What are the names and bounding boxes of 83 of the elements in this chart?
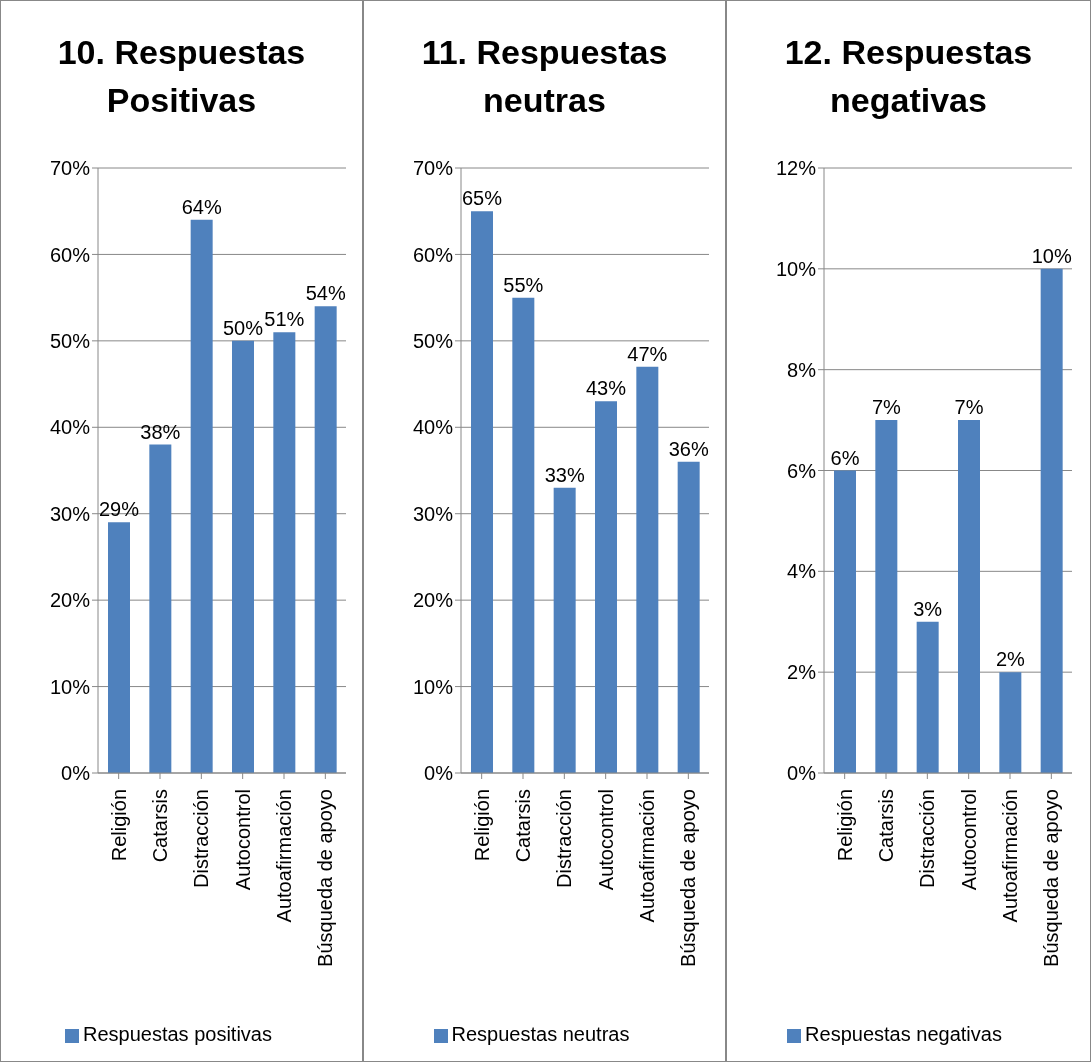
- y-tick-label: 4%: [787, 560, 817, 583]
- x-tick-label: Autocontrol: [231, 789, 254, 891]
- data-label: 36%: [668, 437, 709, 460]
- x-tick-label: Distracción: [916, 789, 939, 888]
- bar: [149, 444, 172, 773]
- bar: [999, 672, 1022, 773]
- y-tick-label: 12%: [775, 157, 817, 180]
- bar: [916, 621, 939, 773]
- data-label: 51%: [264, 308, 305, 331]
- x-tick-label: Catarsis: [875, 789, 897, 863]
- bar: [471, 211, 493, 773]
- x-tick-label: Búsqueda de apoyo: [314, 789, 337, 967]
- x-tick-label: Autoafirmación: [273, 789, 295, 923]
- data-label: 6%: [830, 446, 860, 469]
- y-tick-label: 30%: [412, 502, 454, 525]
- data-label: 7%: [954, 396, 984, 419]
- data-label: 7%: [871, 396, 901, 419]
- data-label: 65%: [461, 187, 503, 210]
- bar: [958, 420, 980, 773]
- x-tick-label: Búsqueda de apoyo: [677, 789, 700, 967]
- y-tick-label: 50%: [49, 329, 91, 352]
- bar: [108, 522, 130, 773]
- x-tick-label: Distracción: [553, 789, 576, 888]
- legend-label: Respuestas positivas: [83, 1023, 272, 1045]
- y-tick-label: 10%: [775, 257, 817, 280]
- y-tick-label: 20%: [49, 589, 91, 612]
- chart-title: 12. Respuestas negativas: [783, 32, 1034, 121]
- y-tick-label: 40%: [412, 416, 454, 439]
- data-label: 43%: [585, 377, 627, 400]
- data-label: 54%: [305, 282, 346, 305]
- x-tick-label: Búsqueda de apoyo: [1040, 789, 1063, 967]
- x-tick-label: Autocontrol: [594, 789, 617, 891]
- y-tick-label: 2%: [787, 661, 817, 684]
- bar: [512, 297, 535, 773]
- y-tick-label: 30%: [49, 502, 91, 525]
- y-tick-label: 0%: [787, 762, 817, 785]
- bar: [190, 219, 213, 773]
- x-tick-label: Autocontrol: [957, 789, 980, 891]
- y-tick-label: 60%: [49, 243, 91, 266]
- y-tick-label: 0%: [424, 762, 454, 785]
- bar: [314, 306, 337, 773]
- y-tick-label: 70%: [49, 157, 91, 180]
- y-tick-label: 6%: [787, 459, 817, 482]
- y-tick-label: 70%: [412, 157, 454, 180]
- data-label: 55%: [503, 273, 544, 296]
- data-label: 10%: [1031, 244, 1072, 267]
- data-label: 2%: [995, 648, 1025, 671]
- bar: [553, 487, 576, 773]
- bar: [232, 340, 254, 773]
- y-tick-label: 20%: [412, 589, 454, 612]
- x-tick-label: Religión: [107, 789, 130, 862]
- x-tick-label: Religión: [470, 789, 493, 862]
- bar: [595, 401, 617, 773]
- x-tick-label: Distracción: [190, 789, 213, 888]
- legend-label: Respuestas negativas: [805, 1023, 1002, 1045]
- y-tick-label: 10%: [49, 675, 91, 698]
- data-label: 33%: [544, 463, 585, 486]
- x-tick-label: Autoafirmación: [636, 789, 658, 923]
- y-tick-label: 10%: [412, 675, 454, 698]
- data-label: 38%: [140, 420, 181, 443]
- data-label: 29%: [98, 498, 140, 521]
- x-tick-label: Autoafirmación: [999, 789, 1021, 923]
- bar: [677, 461, 700, 773]
- y-tick-label: 8%: [787, 358, 817, 381]
- x-tick-label: Catarsis: [512, 789, 534, 863]
- bar: [636, 366, 659, 773]
- data-label: 47%: [627, 342, 668, 365]
- x-tick-label: Catarsis: [149, 789, 171, 863]
- bar: [875, 420, 898, 773]
- y-tick-label: 0%: [61, 762, 91, 785]
- chart-title: 11. Respuestas neutras: [420, 32, 669, 121]
- y-tick-label: 60%: [412, 243, 454, 266]
- bar: [1040, 268, 1063, 773]
- data-label: 50%: [222, 316, 264, 339]
- y-tick-label: 50%: [412, 329, 454, 352]
- bar: [834, 470, 856, 773]
- y-tick-label: 40%: [49, 416, 91, 439]
- chart-title: 10. Respuestas Positivas: [56, 32, 307, 121]
- data-label: 64%: [181, 195, 222, 218]
- data-label: 3%: [913, 597, 943, 620]
- legend-label: Respuestas neutras: [451, 1023, 630, 1045]
- x-tick-label: Religión: [833, 789, 856, 862]
- bar: [273, 332, 296, 773]
